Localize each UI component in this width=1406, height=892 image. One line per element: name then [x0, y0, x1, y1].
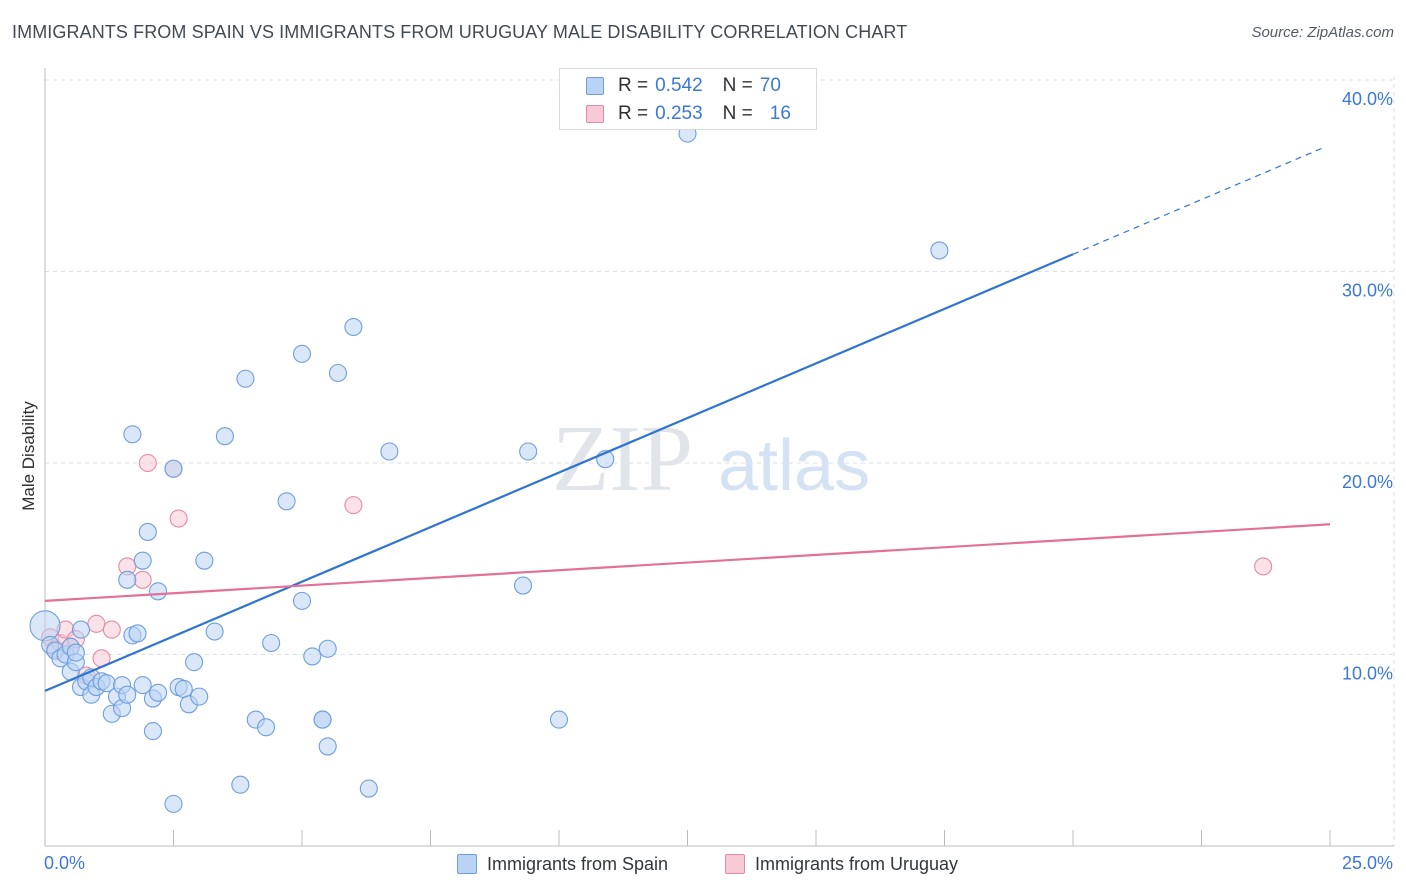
uruguay-point: [87, 614, 106, 633]
spain-point: [29, 610, 61, 642]
spain-point: [318, 639, 337, 658]
spain-point: [313, 710, 332, 729]
y-tick-label: 20.0%: [1342, 472, 1393, 492]
y-tick-label: 40.0%: [1342, 89, 1393, 109]
n-label: N =: [722, 103, 753, 124]
spain-point: [185, 653, 204, 672]
spain-point: [231, 775, 250, 794]
spain-trend-extension: [1072, 146, 1326, 255]
watermark-atlas: atlas: [718, 426, 870, 506]
uruguay-swatch-icon: [586, 105, 604, 123]
spain-trend-line: [44, 253, 1074, 692]
spain-point: [123, 425, 142, 444]
x-tick-label: 0.0%: [44, 853, 85, 873]
uruguay-point: [344, 496, 363, 515]
watermark-zip: ZIP: [552, 407, 693, 511]
spain-point: [215, 427, 234, 446]
spain-swatch-icon: [586, 77, 604, 95]
spain-point: [66, 643, 85, 662]
spain-point: [344, 317, 363, 337]
uruguay-point: [1254, 557, 1273, 576]
spain-legend-label: Immigrants from Spain: [487, 853, 669, 874]
spain-point: [190, 687, 209, 706]
y-tick-label: 30.0%: [1342, 281, 1393, 301]
n-label: N =: [722, 75, 753, 96]
uruguay-point: [102, 620, 121, 639]
spain-point: [277, 492, 296, 511]
spain-point: [71, 620, 91, 639]
spain-point: [292, 591, 312, 610]
r-label: R =: [618, 103, 649, 124]
spain-point: [195, 551, 214, 570]
r-label: R =: [618, 75, 649, 96]
source-credit: Source: ZipAtlas.com: [1251, 24, 1394, 41]
uruguay-point: [133, 570, 152, 589]
spain-point: [149, 683, 168, 702]
spain-point: [236, 369, 255, 388]
spain-point: [318, 737, 337, 756]
y-axis-label: Male Disability: [19, 401, 38, 511]
spain-point: [149, 582, 168, 601]
spain-point: [133, 676, 152, 695]
chart-title: IMMIGRANTS FROM SPAIN VS IMMIGRANTS FROM…: [12, 22, 908, 42]
spain-r-value: 0.542: [655, 75, 703, 96]
correlation-legend: R = 0.542 N = 70 R = 0.253 N = 16: [559, 68, 817, 130]
legend-row-uruguay: R = 0.253 N = 16: [586, 101, 791, 127]
uruguay-point: [169, 509, 188, 528]
spain-point: [128, 624, 147, 643]
bottom-legend-uruguay: Immigrants from Uruguay: [725, 852, 958, 876]
spain-point: [118, 570, 137, 589]
spain-point: [303, 647, 322, 666]
spain-point: [930, 241, 949, 260]
spain-point: [292, 344, 312, 363]
spain-point: [164, 459, 183, 478]
uruguay-n-value: 16: [769, 103, 791, 124]
spain-point: [143, 722, 162, 741]
tick-labels: 10.0% 20.0% 30.0% 40.0% 0.0% 25.0%: [44, 89, 1393, 873]
trend-lines: [44, 146, 1331, 692]
spain-point: [513, 576, 533, 595]
spain-point: [549, 710, 569, 729]
spain-point: [262, 633, 281, 653]
spain-point: [118, 685, 137, 704]
legend-row-spain: R = 0.542 N = 70: [586, 73, 781, 99]
uruguay-point: [138, 453, 157, 473]
spain-point: [138, 522, 157, 541]
y-tick-label: 10.0%: [1342, 664, 1393, 684]
spain-point: [174, 679, 193, 699]
spain-point: [164, 794, 183, 813]
spain-n-value: 70: [759, 75, 781, 96]
uruguay-trend-line: [44, 523, 1331, 602]
uruguay-legend-swatch-icon: [725, 854, 745, 874]
bottom-legend-spain: Immigrants from Spain: [457, 852, 668, 876]
spain-legend-swatch-icon: [457, 854, 477, 874]
spain-point: [133, 551, 152, 570]
spain-point: [519, 442, 538, 461]
spain-point: [359, 779, 378, 798]
spain-point: [328, 363, 348, 383]
spain-point: [380, 442, 399, 461]
x-tick-label: 25.0%: [1342, 853, 1393, 873]
uruguay-r-value: 0.253: [655, 103, 703, 124]
spain-point: [256, 718, 276, 737]
uruguay-legend-label: Immigrants from Uruguay: [755, 853, 959, 874]
spain-point: [205, 622, 224, 641]
axes: [44, 68, 1394, 847]
